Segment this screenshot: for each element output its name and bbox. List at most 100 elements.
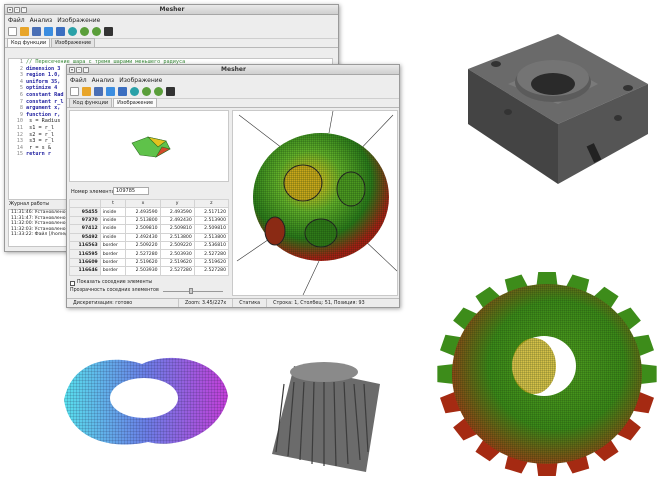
table-cell: 2.536810 [193,240,230,251]
gear-tooth [453,307,483,334]
clapper-icon[interactable] [166,87,175,96]
run-icon[interactable] [68,27,77,36]
open-folder-icon[interactable] [82,87,91,96]
code-text: s3 = r_l [26,138,55,145]
status-cursor-position: Строка: 1, Столбец: 51, Позиция: 93 [273,300,365,306]
menu-analysis[interactable]: Анализ [29,16,53,24]
mesh-viewport[interactable] [232,110,398,296]
status-bar: Дискретизация: готово Zoom: 3.45/227x Ст… [67,298,399,307]
table-cell: inside [99,215,127,226]
line-number: 13 [16,138,23,145]
mesh-sphere-render [236,111,397,295]
line-number: 5 [19,85,23,92]
window-menu-icon[interactable]: ▾ [69,66,75,73]
menu-analysis[interactable]: Анализ [91,76,115,84]
gear-tooth [611,307,641,334]
run-icon[interactable] [130,87,139,96]
table-row[interactable]: 97370 inside 2.513800 2.492430 2.513900 [69,215,230,226]
document-icon[interactable] [106,87,115,96]
line-number: 1 [19,59,23,65]
table-row[interactable]: 95492 inside 2.492430 2.513800 2.513800 [69,232,230,242]
tab-image[interactable]: Изображение [51,38,96,47]
table-cell: 2.503930 [125,266,161,276]
table-row[interactable]: 116563 border 2.509220 2.509220 2.536810 [69,240,230,251]
table-row[interactable]: 97412 inside 2.509810 2.509810 2.509810 [69,224,230,234]
gray-bracket-render [468,34,648,184]
table-row[interactable]: 116646 border 2.503930 2.527280 2.527280 [69,266,230,276]
table-cell: 116595 [69,249,101,259]
table-row[interactable]: 116595 border 2.527280 2.503930 2.527280 [69,249,230,259]
menu-file[interactable]: Файл [8,16,25,24]
line-number: 14 [16,144,23,151]
log-title: Журнал работы [9,202,50,207]
open-folder-icon[interactable] [20,27,29,36]
save-icon[interactable] [32,27,41,36]
code-line: 4 uniform 35, [9,79,332,86]
maximize-icon[interactable]: ˄ [83,66,89,73]
minimize-icon[interactable]: – [76,66,82,73]
status-discretization: Дискретизация: готово [67,299,179,307]
element-number-input[interactable]: 109785 [113,187,149,195]
slider-handle[interactable] [189,288,193,294]
new-file-icon[interactable] [70,87,79,96]
code-line: 8 argument x, [9,105,332,112]
table-cell: inside [99,224,127,234]
table-cell: 2.503930 [159,249,195,259]
gray-bevel-gear-render [272,362,380,472]
column-header[interactable]: z [193,198,230,209]
code-text: argument x, [26,105,61,112]
column-header[interactable]: y [159,198,195,209]
zoom-out-icon[interactable] [92,27,101,36]
table-cell: 2.519620 [193,257,230,268]
table-row[interactable]: 95455 inside 2.493590 2.493590 2.517120 [69,207,230,217]
maximize-icon[interactable]: ˄ [21,6,27,13]
save-icon[interactable] [94,87,103,96]
column-header[interactable] [69,198,101,209]
menu-image[interactable]: Изображение [57,16,101,24]
transparency-slider[interactable] [163,291,223,292]
line-number: 10 [16,118,23,125]
table-cell: 2.513800 [125,215,161,226]
front-window: ▾ – ˄ Mesher Файл Анализ Изображение Код… [66,64,400,308]
window-menu-icon[interactable]: ▾ [7,6,13,13]
minimize-icon[interactable]: – [14,6,20,13]
line-number: 8 [19,105,23,112]
log-line: 11:31:47: Установлено нач [11,215,76,221]
back-window-titlebar[interactable]: ▾ – ˄ Mesher [5,5,338,15]
tab-image[interactable]: Изображение [113,98,158,107]
table-cell: border [99,266,127,276]
zoom-in-icon[interactable] [142,87,151,96]
menu-file[interactable]: Файл [70,76,87,84]
menu-image[interactable]: Изображение [119,76,163,84]
column-header[interactable]: t [99,198,127,209]
zoom-out-icon[interactable] [154,87,163,96]
table-row[interactable]: 116609 border 2.519620 2.519620 2.519620 [69,257,230,268]
list-icon[interactable] [56,27,65,36]
code-line: 12 s2 = r_l [9,132,332,139]
gear-tooth [475,434,505,462]
code-text: s = Radius [26,118,61,125]
table-cell: 95455 [69,207,101,217]
element-preview [69,110,229,182]
column-header[interactable]: x [125,198,161,209]
document-icon[interactable] [44,27,53,36]
table-cell: 2.527280 [125,249,161,259]
tab-function-code[interactable]: Код функции [69,98,113,107]
table-cell: 97412 [69,224,101,234]
line-number: 2 [19,65,23,72]
table-cell: 2.509810 [193,224,230,234]
status-zoom: Zoom: 3.45/227x [179,299,234,307]
tab-function-code[interactable]: Код функции [7,38,51,47]
front-window-titlebar[interactable]: ▾ – ˄ Mesher [67,65,399,75]
new-file-icon[interactable] [8,27,17,36]
code-line: 2 dimension 3 [9,66,332,73]
table-cell: 2.509220 [125,240,161,251]
list-icon[interactable] [118,87,127,96]
table-cell: 116646 [69,266,101,276]
show-neighbors-checkbox[interactable] [70,281,75,286]
clapper-icon[interactable] [104,27,113,36]
line-number: 3 [19,72,23,79]
code-line: 7 constant r_l [9,99,332,106]
zoom-in-icon[interactable] [80,27,89,36]
code-text: s1 = r_l [26,124,55,131]
